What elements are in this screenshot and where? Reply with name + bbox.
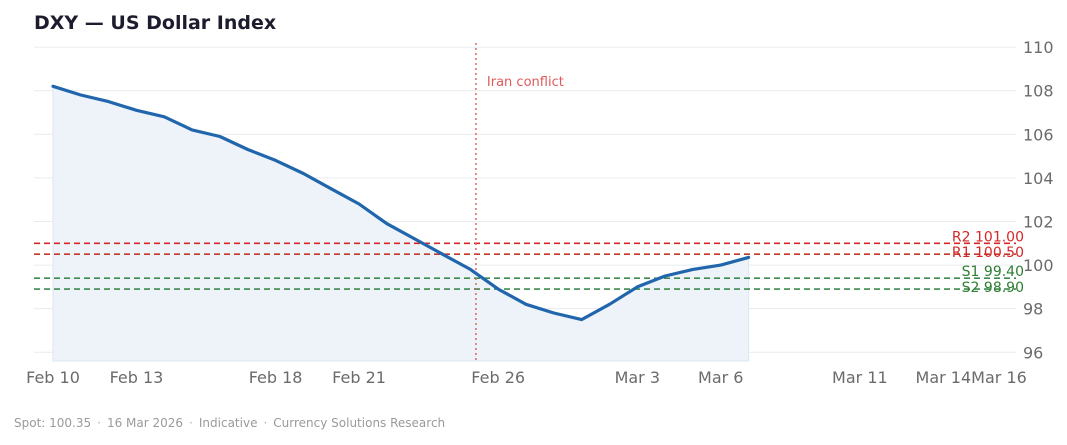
annotation-layer: Iran conflict: [475, 43, 564, 361]
series-line-layer: [51, 84, 751, 322]
footer-separator: ·: [97, 416, 101, 430]
footer-date: 16 Mar 2026: [106, 416, 184, 430]
y-axis-ticks: 96 98 100 102 104 106 108 110: [1023, 38, 1054, 362]
y-tick-label: 108: [1023, 82, 1054, 101]
chart-title: DXY — US Dollar Index: [34, 12, 277, 34]
y-tick-label: 102: [1023, 212, 1054, 231]
x-tick-label: Feb 10: [26, 368, 80, 387]
footer-source: Currency Solutions Research: [273, 416, 446, 430]
y-tick-label: 98: [1023, 300, 1043, 319]
level-label: S2 98.90: [962, 280, 1024, 296]
series-area: [52, 85, 750, 362]
footer-separator: ·: [189, 416, 193, 430]
x-tick-label: Feb 13: [110, 368, 164, 387]
level-label: S1 99.40: [962, 264, 1024, 280]
x-tick-label: Mar 16: [971, 368, 1027, 387]
x-tick-label: Mar 11: [832, 368, 888, 387]
y-tick-label: 104: [1023, 169, 1054, 188]
x-tick-label: Feb 18: [249, 368, 303, 387]
y-tick-label: 106: [1023, 125, 1054, 144]
footer-note-label: Indicative: [198, 416, 258, 430]
footer-note: Spot: 100.35 · 16 Mar 2026 · Indicative · Curr…: [14, 416, 445, 430]
series-area-layer: [52, 85, 750, 362]
x-tick-label: Mar 14: [916, 368, 972, 387]
y-tick-label: 100: [1023, 256, 1054, 275]
x-axis-ticks: Feb 10 Feb 13 Feb 18 Feb 21 Feb 26 Mar 3 Mar 6…: [26, 368, 1027, 387]
x-tick-label: Feb 26: [471, 368, 525, 387]
series-line: [51, 84, 751, 322]
level-label: R1 100.50: [952, 245, 1024, 261]
x-tick-label: Feb 21: [332, 368, 386, 387]
x-tick-label: Mar 6: [698, 368, 743, 387]
footer-separator: ·: [263, 416, 268, 430]
y-tick-label: 96: [1023, 343, 1043, 362]
annotation-label: Iran conflict: [487, 75, 564, 90]
x-tick-label: Mar 3: [615, 368, 660, 387]
level-label: R2 101.00: [952, 229, 1024, 245]
y-tick-label: 110: [1023, 38, 1054, 57]
footer-spot: Spot: 100.35: [14, 416, 92, 430]
